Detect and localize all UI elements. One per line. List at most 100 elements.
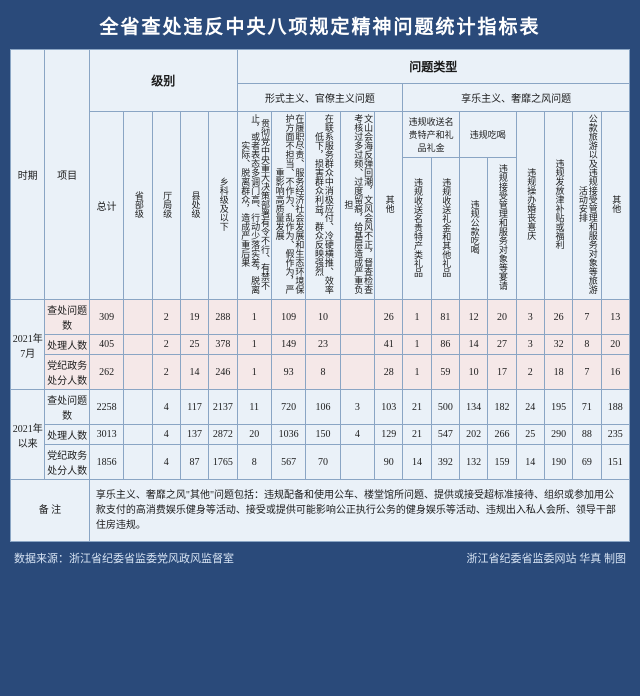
data-cell: 1 xyxy=(403,300,431,335)
data-cell: 1 xyxy=(237,300,271,335)
hdr-h5: 违规操办婚丧喜庆 xyxy=(516,112,544,300)
data-cell: 1 xyxy=(237,335,271,355)
hdr-f3: 在联系服务群众中消极应付、冷硬横推、效率低下，损害群众利益，群众反映强烈 xyxy=(306,112,340,300)
hdr-f4: 文山会海反弹回潮，文风会风不正，督查检查考核过多过频、过度留痕，给基层造成严重负… xyxy=(340,112,374,300)
data-cell: 262 xyxy=(89,355,123,390)
data-cell: 500 xyxy=(431,390,459,425)
note-label: 备 注 xyxy=(11,480,90,542)
data-cell: 18 xyxy=(544,355,572,390)
data-cell: 69 xyxy=(573,445,601,480)
table-row: 2021年7月查处问题数3092192881109102618112203267… xyxy=(11,300,630,335)
item-cell: 党纪政务处分人数 xyxy=(45,445,90,480)
data-cell: 134 xyxy=(459,390,487,425)
data-cell: 27 xyxy=(488,335,516,355)
data-cell: 288 xyxy=(209,300,237,335)
data-cell: 188 xyxy=(601,390,629,425)
data-cell: 14 xyxy=(180,355,208,390)
hdr-hedonism: 享乐主义、奢靡之风问题 xyxy=(403,84,630,112)
data-cell: 1 xyxy=(403,355,431,390)
data-cell: 2258 xyxy=(89,390,123,425)
data-cell: 3 xyxy=(516,335,544,355)
data-cell: 4 xyxy=(152,425,180,445)
data-cell: 2872 xyxy=(209,425,237,445)
hdr-lvl3: 县处级 xyxy=(180,112,208,300)
data-cell: 266 xyxy=(488,425,516,445)
hdr-h7: 公款旅游以及违规接受管理和服务对象等旅游活动安排 xyxy=(573,112,601,300)
footer-credit: 浙江省纪委省监委网站 华真 制图 xyxy=(467,550,627,566)
data-cell: 1036 xyxy=(271,425,305,445)
data-cell: 25 xyxy=(516,425,544,445)
hdr-level-group: 级别 xyxy=(89,50,237,112)
data-cell: 1765 xyxy=(209,445,237,480)
data-cell: 12 xyxy=(459,300,487,335)
hdr-h8: 其他 xyxy=(601,112,629,300)
data-cell: 4 xyxy=(152,390,180,425)
data-cell: 88 xyxy=(573,425,601,445)
hdr-h4: 违规接受管理和服务对象等宴请 xyxy=(488,158,516,300)
data-cell: 392 xyxy=(431,445,459,480)
data-cell: 13 xyxy=(601,300,629,335)
data-cell xyxy=(340,355,374,390)
data-cell: 202 xyxy=(459,425,487,445)
data-cell: 20 xyxy=(601,335,629,355)
note-text: 享乐主义、奢靡之风"其他"问题包括：违规配备和使用公车、楼堂馆所问题、提供或接受… xyxy=(89,480,629,542)
data-cell: 150 xyxy=(306,425,340,445)
data-cell: 8 xyxy=(573,335,601,355)
data-cell: 21 xyxy=(403,425,431,445)
hdr-lvl4: 乡科级及以下 xyxy=(209,112,237,300)
data-cell xyxy=(124,300,152,335)
hdr-h1: 违规收送名贵特产类礼品 xyxy=(403,158,431,300)
page-title: 全省查处违反中央八项规定精神问题统计指标表 xyxy=(10,12,630,39)
data-cell: 129 xyxy=(375,425,403,445)
data-cell: 14 xyxy=(403,445,431,480)
data-cell: 20 xyxy=(488,300,516,335)
data-cell: 41 xyxy=(375,335,403,355)
hdr-formalism: 形式主义、官僚主义问题 xyxy=(237,84,403,112)
data-cell: 720 xyxy=(271,390,305,425)
table-row: 党纪政务处分人数2622142461938281591017218716 xyxy=(11,355,630,390)
data-cell xyxy=(340,300,374,335)
data-cell: 309 xyxy=(89,300,123,335)
data-cell: 59 xyxy=(431,355,459,390)
data-cell: 378 xyxy=(209,335,237,355)
data-cell: 71 xyxy=(573,390,601,425)
data-cell: 11 xyxy=(237,390,271,425)
footer-source: 数据来源：浙江省纪委省监委党风政风监督室 xyxy=(14,550,234,566)
hdr-gifts-group: 违规收送名贵特产和礼品礼金 xyxy=(403,112,460,158)
data-cell: 26 xyxy=(375,300,403,335)
data-cell: 26 xyxy=(544,300,572,335)
data-cell: 4 xyxy=(152,445,180,480)
data-cell: 290 xyxy=(544,425,572,445)
hdr-lvl2: 厅局级 xyxy=(152,112,180,300)
hdr-dining-group: 违规吃喝 xyxy=(459,112,516,158)
data-cell: 2 xyxy=(152,355,180,390)
data-cell: 86 xyxy=(431,335,459,355)
data-cell: 195 xyxy=(544,390,572,425)
data-cell: 7 xyxy=(573,300,601,335)
hdr-total: 总计 xyxy=(89,112,123,300)
data-cell: 2137 xyxy=(209,390,237,425)
hdr-h2: 违规收送礼金和其他礼品 xyxy=(431,158,459,300)
item-cell: 处理人数 xyxy=(45,425,90,445)
data-cell: 137 xyxy=(180,425,208,445)
period-cell: 2021年以来 xyxy=(11,390,45,480)
data-cell: 8 xyxy=(306,355,340,390)
table-row: 党纪政务处分人数18564871765856770901439213215914… xyxy=(11,445,630,480)
hdr-type-group: 问题类型 xyxy=(237,50,629,84)
table-row: 处理人数405225378114923411861427332820 xyxy=(11,335,630,355)
data-cell: 106 xyxy=(306,390,340,425)
data-cell: 132 xyxy=(459,445,487,480)
data-cell: 151 xyxy=(601,445,629,480)
footer: 数据来源：浙江省纪委省监委党风政风监督室 浙江省纪委省监委网站 华真 制图 xyxy=(10,542,630,568)
period-cell: 2021年7月 xyxy=(11,300,45,390)
data-cell xyxy=(124,390,152,425)
data-cell: 1 xyxy=(403,335,431,355)
data-cell xyxy=(340,445,374,480)
hdr-item: 项目 xyxy=(45,50,90,300)
data-cell: 70 xyxy=(306,445,340,480)
data-cell: 20 xyxy=(237,425,271,445)
data-cell: 3013 xyxy=(89,425,123,445)
data-cell: 190 xyxy=(544,445,572,480)
data-cell: 25 xyxy=(180,335,208,355)
item-cell: 党纪政务处分人数 xyxy=(45,355,90,390)
